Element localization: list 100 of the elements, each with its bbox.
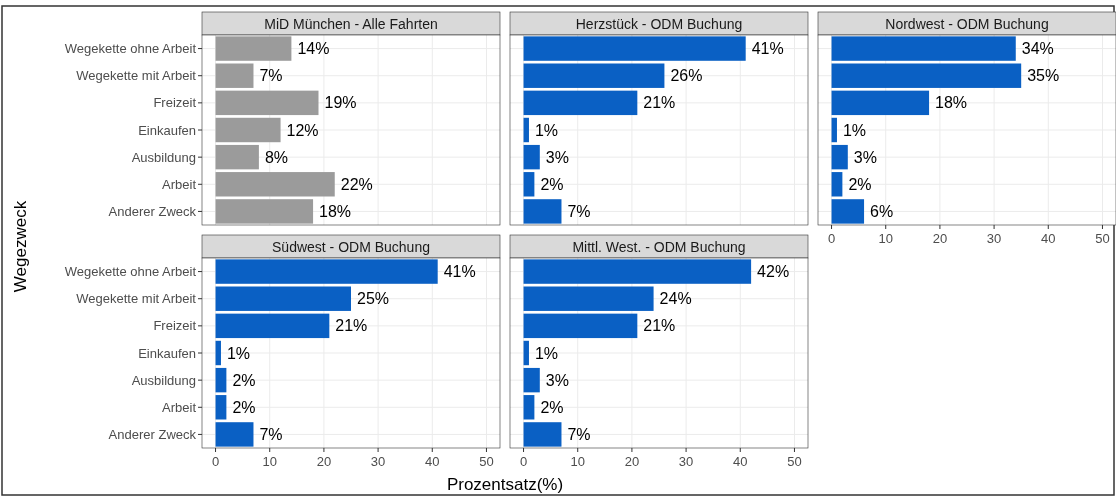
data-label: 14% — [297, 40, 330, 58]
data-label: 7% — [567, 202, 591, 220]
y-tick-label: Arbeit — [162, 176, 197, 192]
data-label: 7% — [567, 425, 591, 443]
bar — [523, 63, 665, 88]
y-axis-title: Wegezweck — [11, 200, 30, 293]
data-label: 1% — [534, 121, 559, 139]
x-tick-label: 0 — [827, 231, 836, 246]
x-axis-title: Prozentsatz(%) — [446, 475, 564, 494]
bar — [523, 422, 562, 447]
bar — [831, 63, 1022, 88]
x-tick-label: 10 — [878, 231, 893, 246]
data-label: 25% — [357, 290, 390, 308]
x-tick-label: 0 — [211, 454, 220, 469]
bar — [523, 144, 540, 170]
data-label: 34% — [1021, 40, 1054, 58]
bar — [523, 367, 540, 393]
x-tick-label: 20 — [624, 454, 640, 469]
bar — [215, 36, 292, 61]
y-tick-label: Arbeit — [162, 399, 197, 415]
x-tick-label: 0 — [519, 454, 528, 469]
data-label: 18% — [319, 202, 352, 220]
chart-title: MiD München - Alle Fahrten — [264, 15, 438, 32]
bar — [215, 144, 259, 170]
bar — [215, 63, 254, 88]
bar — [523, 340, 529, 366]
bar — [215, 367, 227, 393]
x-tick-label: 40 — [733, 454, 748, 469]
data-label: 21% — [335, 317, 368, 335]
data-label: 21% — [643, 317, 676, 335]
bar — [831, 172, 843, 197]
data-label: 35% — [1027, 67, 1060, 85]
data-label: 41% — [751, 40, 784, 58]
x-tick-label: 40 — [425, 454, 440, 469]
y-tick-label: Einkaufen — [138, 122, 196, 138]
bar — [523, 90, 638, 116]
data-label: 7% — [259, 67, 283, 85]
bar — [831, 199, 865, 224]
bar — [831, 90, 930, 116]
y-tick-label: Anderer Zweck — [108, 203, 197, 219]
chart-title: Mittl. West. - ODM Buchung — [572, 238, 746, 255]
x-tick-label: 20 — [316, 454, 332, 469]
bar — [215, 172, 335, 197]
x-tick-label: 30 — [986, 231, 1002, 246]
data-label: 6% — [870, 202, 894, 220]
data-label: 1% — [226, 344, 251, 362]
bar — [215, 422, 254, 447]
chart-title: Herzstück - ODM Buchung — [575, 15, 743, 32]
x-tick-label: 20 — [932, 231, 948, 246]
y-tick-label: Wegekette mit Arbeit — [76, 291, 197, 307]
data-label: 2% — [232, 398, 256, 416]
bar — [215, 313, 330, 339]
data-label: 3% — [853, 148, 877, 166]
data-label: 22% — [340, 175, 373, 193]
bar — [215, 286, 351, 311]
data-label: 2% — [540, 398, 564, 416]
data-label: 2% — [540, 175, 564, 193]
data-label: 19% — [324, 94, 357, 112]
y-tick-label: Wegekette ohne Arbeit — [64, 41, 197, 57]
y-tick-label: Ausbildung — [131, 149, 196, 165]
y-tick-label: Freizeit — [153, 318, 197, 334]
x-tick-label: 30 — [678, 454, 694, 469]
data-label: 7% — [259, 425, 283, 443]
data-label: 2% — [232, 371, 256, 389]
data-label: 41% — [443, 263, 476, 281]
bar — [523, 286, 654, 311]
data-label: 42% — [757, 263, 790, 281]
data-label: 26% — [670, 67, 703, 85]
chart-title: Südwest - ODM Buchung — [272, 238, 430, 255]
bar — [523, 199, 562, 224]
data-label: 1% — [842, 121, 867, 139]
bar — [831, 144, 848, 170]
data-label: 3% — [545, 371, 569, 389]
x-tick-label: 50 — [479, 454, 494, 469]
chart-title: Nordwest - ODM Buchung — [885, 15, 1049, 32]
bar — [523, 313, 638, 339]
bar — [215, 199, 314, 224]
x-tick-label: 10 — [262, 454, 277, 469]
y-tick-label: Wegekette mit Arbeit — [76, 68, 197, 84]
x-tick-label: 50 — [1095, 231, 1110, 246]
data-label: 24% — [659, 290, 692, 308]
x-tick-label: 30 — [370, 454, 386, 469]
data-label: 12% — [286, 121, 319, 139]
data-label: 1% — [534, 344, 559, 362]
x-tick-label: 50 — [787, 454, 802, 469]
bar — [215, 395, 227, 420]
data-label: 18% — [935, 94, 968, 112]
bar — [523, 117, 529, 143]
y-tick-label: Wegekette ohne Arbeit — [64, 264, 197, 280]
y-tick-label: Freizeit — [153, 95, 197, 111]
bar — [523, 172, 535, 197]
data-label: 2% — [848, 175, 872, 193]
data-label: 3% — [545, 148, 569, 166]
data-label: 8% — [264, 148, 289, 166]
bar — [523, 395, 535, 420]
y-tick-label: Anderer Zweck — [108, 426, 197, 442]
x-tick-label: 10 — [570, 454, 585, 469]
bar — [831, 117, 837, 143]
bar — [215, 90, 319, 116]
bar — [215, 117, 281, 143]
